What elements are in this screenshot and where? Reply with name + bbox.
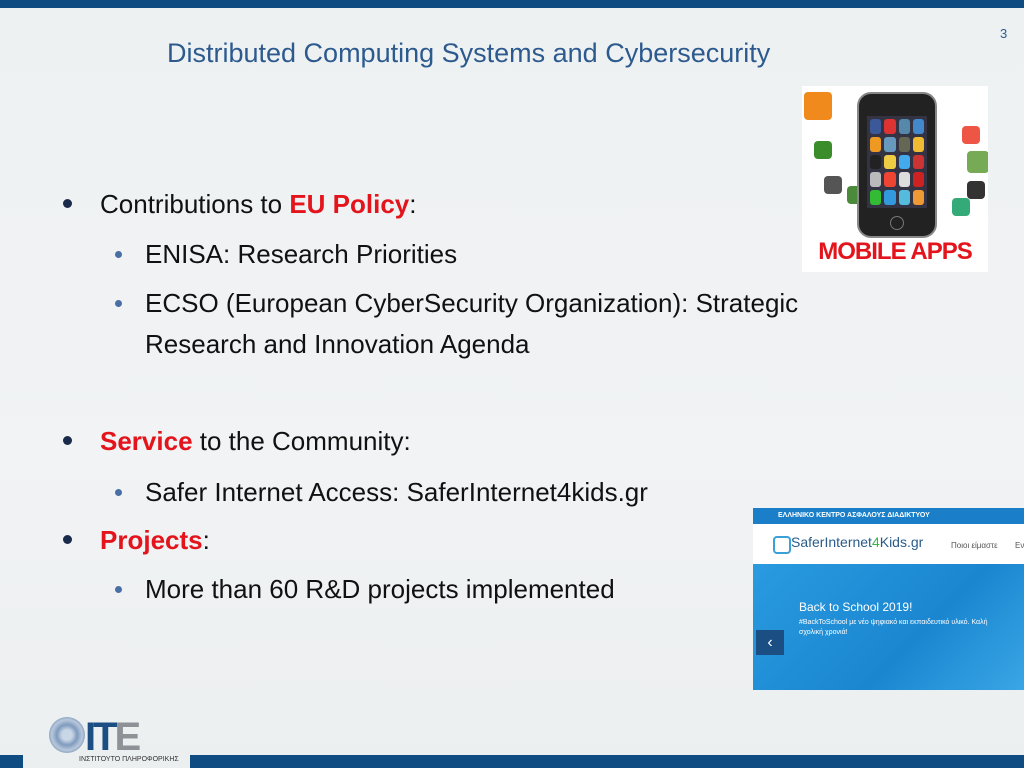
text: : xyxy=(202,525,210,555)
text: : xyxy=(409,189,417,219)
bullet-eu-policy: Contributions to EU Policy: xyxy=(63,189,417,220)
site-logo: SaferInternet4Kids.gr xyxy=(791,534,923,550)
logo-letters: ITE xyxy=(85,715,142,760)
app-icon xyxy=(824,176,842,194)
bottom-bar-left xyxy=(0,755,23,768)
bullet-dot xyxy=(115,251,122,258)
seal-icon xyxy=(49,717,85,753)
bullet-dot xyxy=(63,535,72,544)
bullet-dot xyxy=(63,436,72,445)
bullet-ecso: ECSO (European CyberSecurity Organizatio… xyxy=(115,288,799,319)
bullet-projects: Projects: xyxy=(63,525,210,556)
app-icon xyxy=(804,92,832,120)
text: ECSO (European CyberSecurity Organizatio… xyxy=(145,288,799,318)
site-logo-icon xyxy=(773,536,791,554)
bottom-bar-right xyxy=(190,755,1024,768)
bullet-dot xyxy=(115,489,122,496)
app-icon xyxy=(962,126,980,144)
mobile-apps-label: MOBILE APPS xyxy=(818,238,972,265)
saferinternet-screenshot: ΕΛΛΗΝΙΚΟ ΚΕΝΤΡΟ ΑΣΦΑΛΟΥΣ ΔΙΑΔΙΚΤΥΟΥ Safe… xyxy=(753,508,1024,690)
bullet-rd-projects: More than 60 R&D projects implemented xyxy=(115,574,615,605)
text: 4 xyxy=(871,534,880,550)
text: ENISA: Research Priorities xyxy=(145,239,458,269)
mobile-apps-image: MOBILE APPS xyxy=(802,86,988,272)
bullet-service: Service to the Community: xyxy=(63,426,411,457)
bullet-dot xyxy=(115,300,122,307)
app-icon xyxy=(814,141,832,159)
text: Contributions to xyxy=(100,189,290,219)
phone-icon xyxy=(857,92,937,238)
top-bar xyxy=(0,0,1024,8)
text: SaferInternet xyxy=(791,534,872,550)
text: More than 60 R&D projects implemented xyxy=(145,574,615,604)
highlight: EU Policy xyxy=(289,189,410,219)
hero-title: Back to School 2019! xyxy=(799,600,913,614)
slide-title: Distributed Computing Systems and Cybers… xyxy=(167,38,771,68)
bullet-enisa: ENISA: Research Priorities xyxy=(115,239,458,270)
page-number: 3 xyxy=(1000,26,1008,41)
bullet-ecso-cont: Research and Innovation Agenda xyxy=(145,329,530,359)
app-icon xyxy=(967,151,988,173)
text: E xyxy=(114,715,142,759)
site-nav-item: Ποιοι είμαστε xyxy=(951,541,998,550)
hero-subtitle: #BackToSchool με νέο ψηφιακό και εκπαιδε… xyxy=(799,619,988,636)
text: Safer Internet Access: SaferInternet4kid… xyxy=(145,477,648,507)
text: IT xyxy=(85,715,118,759)
text: Kids.gr xyxy=(879,534,924,550)
bullet-dot xyxy=(63,199,72,208)
site-nav-item: Εν xyxy=(1015,541,1024,550)
highlight: Service xyxy=(100,426,193,456)
logo-subtitle: ΙΝΣΤΙΤΟΥΤΟ ΠΛΗΡΟΦΟΡΙΚΗΣ xyxy=(79,756,179,763)
site-hero: Back to School 2019! #BackToSchool με νέ… xyxy=(753,564,1024,690)
site-header: SaferInternet4Kids.gr Ποιοι είμαστε Εν xyxy=(753,524,1024,564)
bullet-dot xyxy=(115,586,122,593)
site-topbar: ΕΛΛΗΝΙΚΟ ΚΕΝΤΡΟ ΑΣΦΑΛΟΥΣ ΔΙΑΔΙΚΤΥΟΥ xyxy=(753,508,1024,524)
bullet-safer-internet: Safer Internet Access: SaferInternet4kid… xyxy=(115,477,648,508)
text: to the Community: xyxy=(192,426,411,456)
highlight: Projects xyxy=(100,525,203,555)
app-icon xyxy=(967,181,985,199)
chevron-left-icon: ‹ xyxy=(756,630,784,655)
app-icon xyxy=(952,198,970,216)
